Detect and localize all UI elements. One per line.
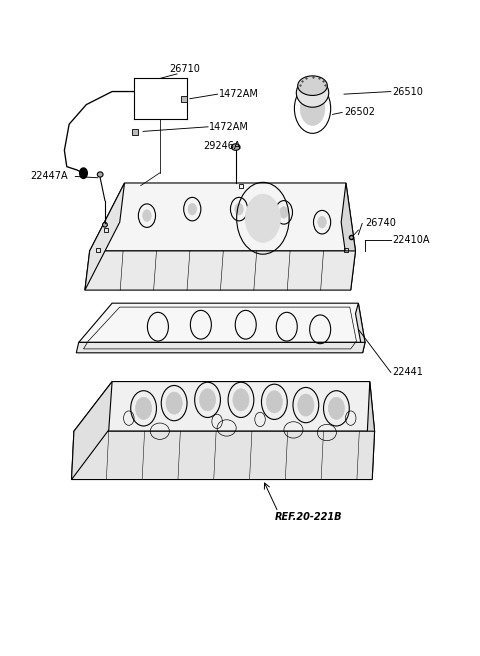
Text: REF.20-221B: REF.20-221B	[275, 512, 342, 522]
Circle shape	[135, 398, 152, 419]
Text: 26510: 26510	[393, 87, 423, 96]
Circle shape	[318, 216, 326, 228]
Polygon shape	[79, 303, 365, 342]
Polygon shape	[367, 382, 374, 480]
Ellipse shape	[298, 76, 327, 96]
Circle shape	[235, 203, 243, 215]
Text: 29246A: 29246A	[203, 141, 240, 151]
Text: 1472AM: 1472AM	[209, 122, 249, 132]
Polygon shape	[76, 342, 365, 353]
Circle shape	[245, 194, 281, 243]
Circle shape	[233, 389, 249, 411]
Polygon shape	[85, 251, 356, 290]
Text: 22441: 22441	[393, 367, 423, 377]
Polygon shape	[85, 183, 124, 290]
Circle shape	[166, 392, 182, 414]
Circle shape	[143, 210, 151, 222]
Ellipse shape	[231, 144, 240, 150]
Circle shape	[280, 207, 288, 218]
Polygon shape	[356, 303, 365, 353]
Ellipse shape	[103, 222, 108, 227]
Polygon shape	[72, 382, 112, 480]
Circle shape	[328, 398, 345, 419]
Circle shape	[300, 92, 325, 125]
Text: 26502: 26502	[344, 108, 375, 117]
Text: 26740: 26740	[365, 218, 396, 228]
Circle shape	[80, 168, 87, 178]
Polygon shape	[72, 431, 374, 480]
Polygon shape	[341, 183, 356, 290]
Text: 26710: 26710	[170, 64, 201, 74]
Ellipse shape	[296, 79, 329, 107]
Polygon shape	[90, 183, 356, 251]
Circle shape	[199, 389, 216, 411]
Text: 1472AM: 1472AM	[218, 89, 258, 99]
Text: 22447A: 22447A	[30, 171, 68, 182]
Circle shape	[298, 394, 314, 416]
Circle shape	[266, 391, 282, 413]
Text: 22410A: 22410A	[393, 235, 430, 245]
Ellipse shape	[97, 172, 103, 177]
Polygon shape	[74, 382, 374, 431]
Circle shape	[188, 203, 197, 215]
